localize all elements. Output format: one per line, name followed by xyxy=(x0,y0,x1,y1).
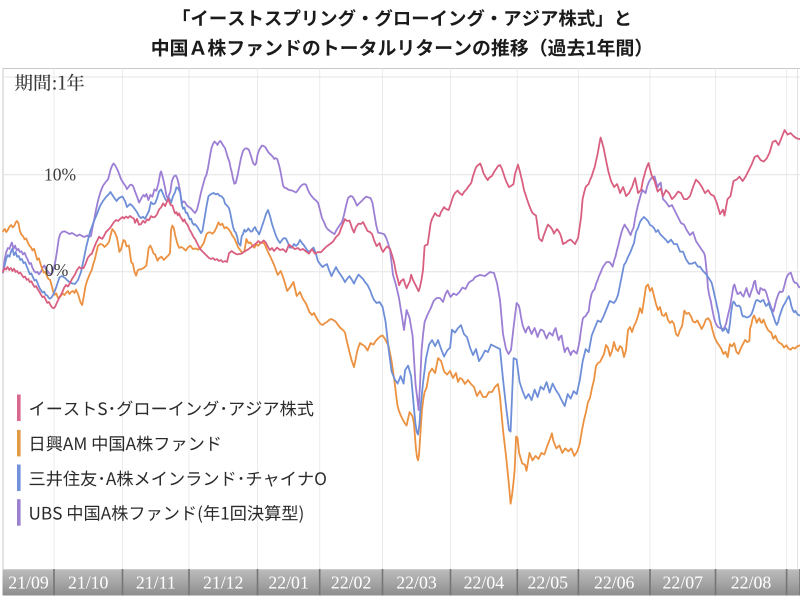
svg-text:22/03: 22/03 xyxy=(396,573,437,593)
svg-text:10%: 10% xyxy=(44,165,76,185)
svg-text:21/11: 21/11 xyxy=(136,573,176,593)
svg-text:21/10: 21/10 xyxy=(68,573,109,593)
svg-text:0%: 0% xyxy=(45,260,68,280)
svg-text:22/07: 22/07 xyxy=(663,573,704,593)
svg-text:22/08: 22/08 xyxy=(731,573,772,593)
svg-text:21/12: 21/12 xyxy=(203,573,244,593)
svg-text:22/02: 22/02 xyxy=(331,573,372,593)
svg-text:22/06: 22/06 xyxy=(594,573,635,593)
svg-text:21/09: 21/09 xyxy=(8,573,49,593)
svg-text:22/01: 22/01 xyxy=(268,573,309,593)
svg-text:22/05: 22/05 xyxy=(528,573,569,593)
svg-text:22/04: 22/04 xyxy=(464,573,505,593)
